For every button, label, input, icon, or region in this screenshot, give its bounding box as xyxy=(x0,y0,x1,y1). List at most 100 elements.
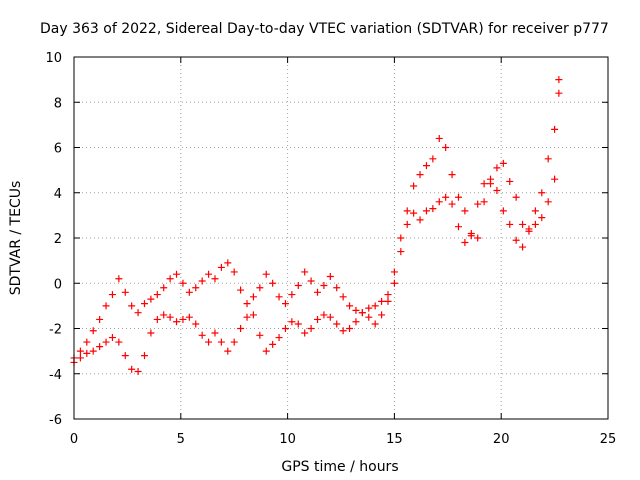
lower-track-point xyxy=(288,318,296,326)
lower-track-point xyxy=(185,313,193,321)
upper-track-point xyxy=(153,291,161,299)
upper-track-point xyxy=(371,320,379,328)
upper-track-point xyxy=(96,315,104,323)
lower-track-point xyxy=(320,311,328,319)
lower-track-point xyxy=(358,309,366,317)
lower-track-point xyxy=(506,220,514,228)
upper-track-point xyxy=(333,284,341,292)
lower-track-point xyxy=(454,223,462,231)
upper-track-point xyxy=(544,155,552,163)
chart-title: Day 363 of 2022, Sidereal Day-to-day VTE… xyxy=(40,21,609,37)
upper-track-point xyxy=(352,306,360,314)
x-tick-label: 0 xyxy=(70,432,78,447)
lower-track-point xyxy=(474,200,482,208)
upper-track-point xyxy=(179,279,187,287)
upper-track-point xyxy=(499,159,507,167)
lower-track-point xyxy=(333,320,341,328)
upper-track-point xyxy=(307,277,315,285)
lower-track-point xyxy=(416,216,424,224)
lower-track-point xyxy=(211,329,219,337)
upper-track-point xyxy=(89,327,97,335)
x-tick-label: 15 xyxy=(386,432,403,447)
lower-track-point xyxy=(275,334,283,342)
upper-track-point xyxy=(160,284,168,292)
lower-track-point xyxy=(544,198,552,206)
y-tick-label: -6 xyxy=(49,413,62,428)
upper-track-point xyxy=(390,268,398,276)
lower-track-point xyxy=(314,315,322,323)
upper-track-point xyxy=(384,297,392,305)
upper-track-point xyxy=(410,182,418,190)
lower-track-point xyxy=(384,291,392,299)
y-tick-label: 6 xyxy=(54,142,62,157)
lower-track-point xyxy=(307,325,315,332)
upper-track-point xyxy=(442,144,450,151)
lower-track-point xyxy=(230,338,238,346)
upper-track-point xyxy=(173,270,181,278)
upper-track-point xyxy=(397,234,405,242)
lower-track-point xyxy=(217,338,225,346)
lower-track-point xyxy=(76,354,84,362)
grid xyxy=(74,57,608,419)
upper-track-point xyxy=(538,189,546,197)
lower-track-point xyxy=(519,243,527,251)
upper-track-point xyxy=(493,164,501,172)
lower-track-point xyxy=(525,227,533,235)
upper-track-point xyxy=(429,155,437,163)
y-tick-label: 10 xyxy=(45,51,62,66)
lower-track-point xyxy=(467,232,475,240)
upper-track-point xyxy=(422,162,430,170)
upper-track-point xyxy=(102,302,110,310)
lower-track-point xyxy=(281,325,289,332)
lower-track-point xyxy=(410,209,418,217)
upper-track-point xyxy=(192,284,200,292)
lower-track-point xyxy=(140,352,148,360)
upper-track-point xyxy=(531,207,539,215)
lower-track-point xyxy=(365,304,373,312)
upper-track-point xyxy=(288,291,296,299)
lower-track-point xyxy=(134,367,142,375)
lower-track-point xyxy=(442,193,450,201)
upper-track-point xyxy=(108,291,116,299)
lower-track-point xyxy=(512,236,520,244)
lower-track-point xyxy=(160,311,168,319)
upper-track-point xyxy=(198,277,206,285)
upper-track-point xyxy=(365,313,373,321)
lower-track-point xyxy=(499,207,507,215)
upper-track-point xyxy=(416,171,424,179)
y-tick-label: 2 xyxy=(54,232,62,247)
lower-track-point xyxy=(237,325,245,332)
lower-track-point xyxy=(371,302,379,310)
upper-track-point xyxy=(76,347,84,355)
upper-track-point xyxy=(326,272,334,280)
lower-track-point xyxy=(531,220,539,228)
lower-track-point xyxy=(551,175,559,183)
y-tick-label: 8 xyxy=(54,96,62,111)
upper-track-point xyxy=(211,275,219,283)
upper-track-point xyxy=(217,263,225,271)
lower-track-point xyxy=(96,343,104,351)
upper-track-point xyxy=(339,293,347,301)
x-tick-label: 5 xyxy=(177,432,185,447)
upper-track-point xyxy=(275,293,283,301)
upper-track-point xyxy=(448,171,456,179)
lower-track-point xyxy=(205,338,213,346)
upper-track-point xyxy=(166,275,174,283)
y-tick-label: -2 xyxy=(49,323,62,338)
upper-track-point xyxy=(474,234,482,242)
lower-track-point xyxy=(243,313,251,321)
upper-track-point xyxy=(205,270,213,278)
lower-track-point xyxy=(121,352,129,360)
upper-track-point xyxy=(551,125,559,133)
x-tick-label: 25 xyxy=(600,432,617,447)
lower-track-point xyxy=(422,207,430,215)
upper-track-point xyxy=(281,300,289,308)
upper-track-point xyxy=(480,198,488,206)
lower-track-point xyxy=(301,329,309,337)
upper-track-point xyxy=(555,76,563,84)
x-tick-label: 20 xyxy=(493,432,510,447)
axis-ticks: 0 5 10 15 20 25 -6 -4 -2 0 2 4 6 8 10 xyxy=(45,51,616,447)
y-tick-label: 4 xyxy=(54,187,62,202)
lower-track-point xyxy=(147,329,155,337)
upper-track-point xyxy=(512,193,520,201)
